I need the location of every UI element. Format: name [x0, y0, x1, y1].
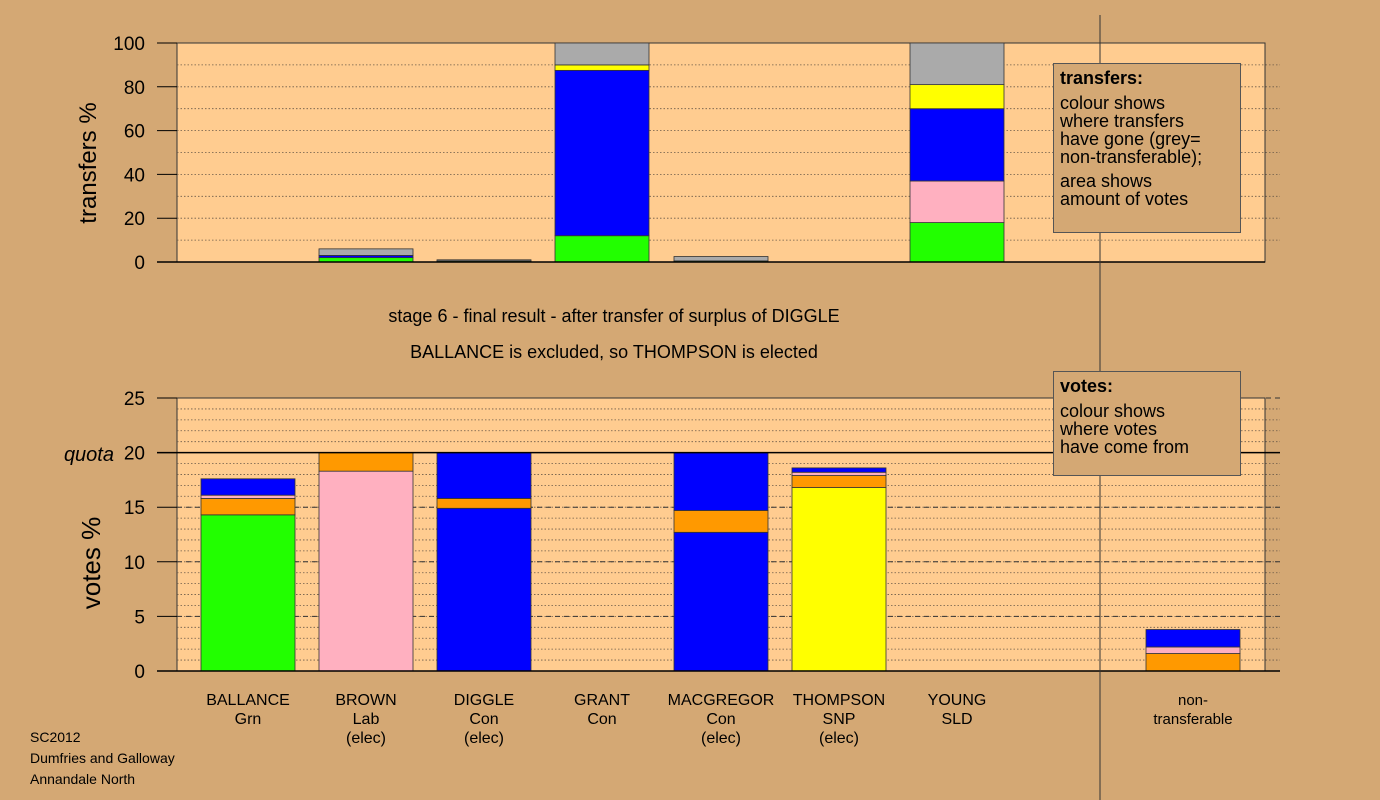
- votes-legend-line: have come from: [1060, 437, 1190, 457]
- stage-outcome: BALLANCE is excluded, so THOMPSON is ele…: [410, 342, 818, 362]
- candidate-label-line: Con: [706, 711, 735, 728]
- bar-segment-thompson: [791, 471, 887, 476]
- candidate-label-line: MACGREGOR: [668, 692, 775, 709]
- y-tick-label: 5: [134, 607, 145, 628]
- y-tick-label: 100: [113, 34, 145, 55]
- candidate-label-line: BROWN: [335, 692, 396, 709]
- transfers-bars: [318, 42, 1005, 263]
- candidate-label-line: GRANT: [574, 692, 630, 709]
- votes-legend-line: where votes: [1060, 419, 1158, 439]
- bar-segment-ballance: [200, 498, 296, 516]
- transfers-legend-line: non-transferable);: [1060, 147, 1203, 167]
- bar-segment-non-transferable: [1145, 653, 1241, 672]
- bar-segment-diggle: [436, 452, 532, 499]
- transfers-legend-line: amount of votes: [1060, 189, 1189, 209]
- bar-segment-thompson: [791, 467, 887, 473]
- bar-segment-grant: [554, 42, 650, 66]
- bar-segment-ballance: [200, 514, 296, 672]
- bar-segment-brown: [318, 248, 414, 256]
- transfers-legend-title: transfers:: [1060, 68, 1144, 88]
- candidate-label-line: Con: [587, 711, 616, 728]
- candidate-labels: BALLANCE Grn BROWN Lab (elec) DIGGLE Con (elec)…: [206, 692, 1232, 747]
- bar-segment-thompson: [791, 487, 887, 672]
- candidate-label-line: THOMPSON: [793, 692, 885, 709]
- bar-segment-brown: [318, 452, 414, 472]
- y-tick-label: 60: [124, 122, 145, 143]
- candidate-label-line: Lab: [353, 711, 380, 728]
- y-tick-label: 25: [124, 389, 145, 410]
- bar-segment-macgregor: [673, 256, 769, 262]
- bar-segment-young: [909, 222, 1005, 263]
- y-tick-label: 15: [124, 498, 145, 519]
- y-tick-label: 20: [124, 444, 145, 465]
- bar-segment-brown: [318, 470, 414, 672]
- votes-bars: [200, 452, 1241, 672]
- bar-segment-macgregor: [673, 531, 769, 672]
- bar-segment-non-transferable: [1145, 629, 1241, 648]
- transfers-legend-line: area shows: [1060, 171, 1153, 191]
- candidate-label-line: YOUNG: [928, 692, 987, 709]
- bar-segment-young: [909, 108, 1005, 182]
- candidate-label-line: SNP: [823, 711, 856, 728]
- quota-label: quota: [64, 444, 114, 466]
- candidate-label-line: SLD: [941, 711, 972, 728]
- bar-segment-young: [909, 42, 1005, 86]
- candidate-label-line: (elec): [464, 730, 504, 747]
- credit-election: SC2012: [30, 729, 81, 745]
- credit-ward: Annandale North: [30, 771, 136, 787]
- bar-segment-ballance: [200, 494, 296, 499]
- votes-y-axis: 0 5 10 15 20 25: [124, 389, 1280, 683]
- transfers-legend-line: colour shows: [1060, 93, 1166, 113]
- candidate-label-line: non-: [1178, 692, 1208, 709]
- candidate-label-line: (elec): [819, 730, 859, 747]
- stage-title: stage 6 - final result - after transfer …: [388, 306, 839, 326]
- bar-segment-young: [909, 180, 1005, 223]
- candidate-label-line: Grn: [235, 711, 262, 728]
- bar-segment-diggle: [436, 507, 532, 672]
- bar-segment-macgregor: [673, 510, 769, 533]
- votes-y-axis-label: votes %: [76, 517, 106, 610]
- bar-segment-young: [909, 84, 1005, 110]
- candidate-label-line: Con: [469, 711, 498, 728]
- bar-segment-thompson: [791, 475, 887, 488]
- bar-segment-grant: [554, 69, 650, 237]
- votes-legend-box: votes: colour shows where votes have com…: [1053, 371, 1241, 476]
- y-tick-label: 80: [124, 78, 145, 99]
- transfers-y-axis-label: transfers %: [75, 102, 102, 223]
- bar-segment-grant: [554, 64, 650, 71]
- y-tick-label: 0: [134, 253, 145, 274]
- bar-segment-non-transferable: [1145, 646, 1241, 654]
- transfers-legend-box: transfers: colour shows where transfers …: [1053, 63, 1241, 233]
- candidate-label-line: DIGGLE: [454, 692, 514, 709]
- y-tick-label: 40: [124, 165, 145, 186]
- y-tick-label: 20: [124, 209, 145, 230]
- y-tick-label: 0: [134, 662, 145, 683]
- candidate-label-line: BALLANCE: [206, 692, 290, 709]
- y-tick-label: 10: [124, 553, 145, 574]
- bar-segment-ballance: [200, 478, 296, 496]
- votes-legend-title: votes:: [1060, 376, 1114, 396]
- bar-segment-diggle: [436, 259, 532, 262]
- transfers-legend-line: where transfers: [1060, 111, 1185, 131]
- transfers-y-axis: 0 20 40 60 80 100: [113, 34, 1265, 274]
- bar-segment-grant: [554, 235, 650, 263]
- candidate-label-line: (elec): [701, 730, 741, 747]
- candidate-label-line: transferable: [1153, 711, 1232, 728]
- candidate-label-line: (elec): [346, 730, 386, 747]
- credit-council: Dumfries and Galloway: [30, 750, 175, 766]
- bar-segment-diggle: [436, 498, 532, 509]
- bar-segment-macgregor: [673, 452, 769, 511]
- election-credit: SC2012 Dumfries and Galloway Annandale N…: [30, 727, 175, 790]
- votes-legend-line: colour shows: [1060, 401, 1166, 421]
- transfers-legend-line: have gone (grey=: [1060, 129, 1201, 149]
